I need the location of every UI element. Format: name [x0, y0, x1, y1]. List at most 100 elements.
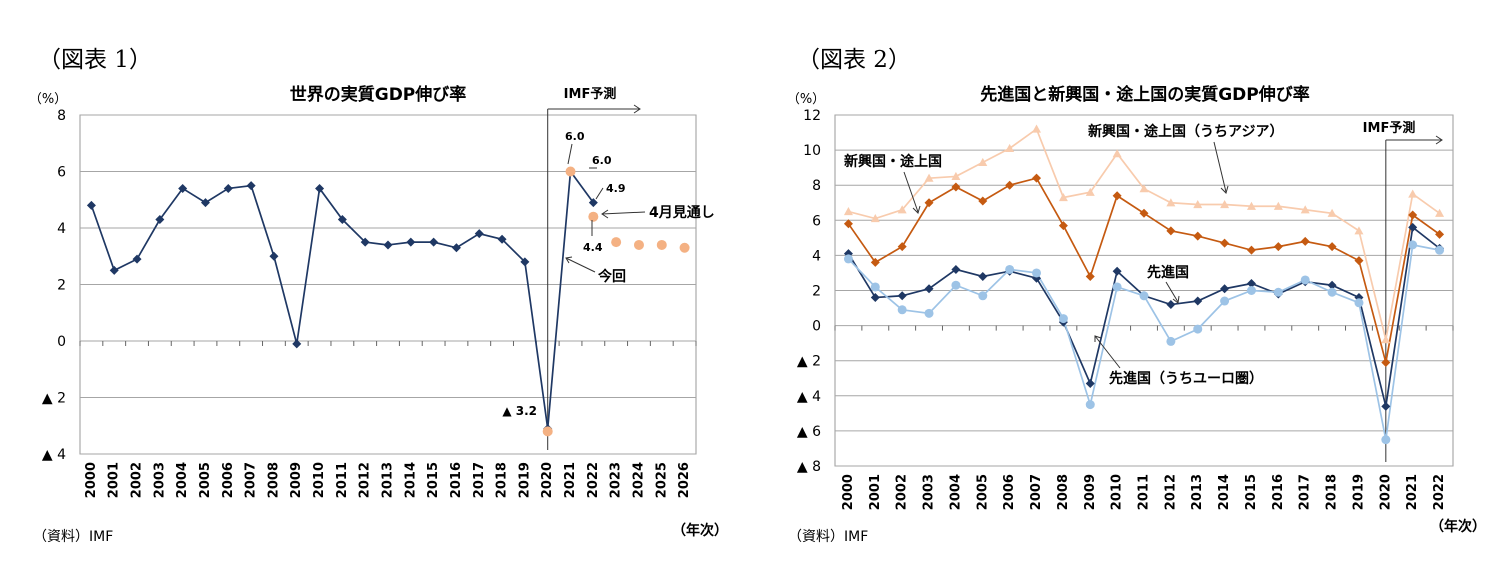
data-point-world	[292, 339, 302, 349]
x-tick-label: 2022	[586, 462, 601, 498]
data-point-emerging-asia	[1435, 208, 1445, 217]
data-point-advanced	[924, 284, 934, 294]
data-point-emerging-asia	[1112, 149, 1122, 158]
x-tick-label: 2024	[631, 462, 646, 498]
data-point-world	[520, 257, 530, 267]
leader-arrow	[1165, 281, 1179, 303]
leader-arrowhead	[912, 205, 921, 214]
data-point-advanced	[1193, 296, 1203, 306]
x-tick-label: 2014	[1217, 474, 1232, 510]
x-tick-label: 2012	[1163, 474, 1178, 510]
x-unit-label: （年次）	[672, 522, 728, 539]
x-tick-label: 2005	[198, 462, 213, 498]
data-point-emerging	[1300, 236, 1310, 246]
figure-2-label: （図表 2）	[797, 47, 911, 73]
data-point-emerging	[924, 198, 934, 208]
leader-arrow	[565, 257, 596, 273]
data-point-euro-area	[1408, 240, 1418, 250]
series-line-euro-area	[847, 243, 1440, 440]
annotation-april-outlook: 4月見通し	[649, 205, 715, 221]
leader-arrow	[1213, 141, 1227, 193]
data-point-euro-area	[1032, 268, 1042, 278]
leader-arrowhead	[601, 209, 609, 219]
data-point-emerging	[1246, 245, 1256, 255]
data-point-advanced	[1112, 266, 1122, 276]
data-point-april-outlook	[542, 426, 553, 437]
data-point-world	[269, 251, 279, 261]
data-point-euro-area	[1058, 314, 1068, 324]
data-point-euro-area	[870, 282, 880, 292]
data-point-euro-area	[1166, 336, 1176, 346]
x-tick-label: 2008	[1056, 474, 1071, 510]
x-tick-label: 2009	[289, 462, 304, 498]
data-point-advanced	[951, 264, 961, 274]
data-point-world	[86, 200, 96, 210]
data-point-emerging-asia	[897, 205, 907, 214]
x-tick-label: 2013	[1190, 474, 1205, 510]
x-tick-label: 2006	[1002, 474, 1017, 510]
figure-1-label: （図表 1）	[38, 47, 152, 73]
data-point-april-outlook	[656, 239, 667, 250]
data-point-emerging	[1327, 242, 1337, 252]
data-point-world	[155, 215, 165, 225]
data-point-world	[178, 183, 188, 193]
x-tick-label: 2001	[107, 462, 122, 498]
data-point-emerging-asia	[1408, 189, 1418, 198]
chart-title: 世界の実質GDP伸び率	[290, 84, 467, 105]
x-tick-label: 2019	[517, 462, 532, 498]
x-tick-label: 2025	[654, 462, 669, 498]
source-note: （資料）IMF	[33, 529, 113, 545]
data-point-euro-area	[1354, 298, 1364, 308]
y-unit-label: （%）	[787, 92, 825, 107]
data-point-euro-area	[897, 305, 907, 315]
data-point-euro-area	[1381, 435, 1391, 445]
data-point-world	[383, 240, 393, 250]
x-tick-label: 2019	[1351, 474, 1366, 510]
x-tick-label: 2013	[381, 462, 396, 498]
data-point-world	[132, 254, 142, 264]
data-point-advanced	[1408, 222, 1418, 232]
data-point-emerging-asia	[1354, 226, 1364, 235]
leader-arrowhead	[1220, 185, 1229, 194]
data-point-euro-area	[1220, 296, 1230, 306]
data-point-euro-area	[1112, 282, 1122, 292]
data-point-emerging-asia	[1085, 187, 1095, 196]
x-tick-label: 2018	[1325, 474, 1340, 510]
y-tick-label: 6	[812, 213, 821, 229]
data-point-world	[497, 234, 507, 244]
data-label: 6.0	[565, 130, 585, 143]
x-tick-label: 2001	[868, 474, 883, 510]
data-point-world	[588, 198, 598, 208]
forecast-label: IMF予測	[564, 86, 617, 102]
data-point-advanced	[897, 291, 907, 301]
annotation-current: 今回	[597, 268, 626, 285]
data-point-advanced	[1220, 284, 1230, 294]
data-point-emerging-asia	[1032, 124, 1042, 133]
y-tick-label: 8	[57, 108, 66, 124]
series-label-emerging-asia: 新興国・途上国（うちアジア）	[1088, 123, 1283, 140]
x-tick-label: 2000	[84, 462, 99, 498]
data-point-emerging-asia	[1381, 335, 1391, 344]
x-tick-label: 2002	[895, 474, 910, 510]
x-tick-label: 2018	[495, 462, 510, 498]
x-tick-label: 2017	[1298, 474, 1313, 510]
x-tick-label: 2016	[1271, 474, 1286, 510]
data-point-emerging-asia	[951, 171, 961, 181]
data-point-emerging	[1408, 210, 1418, 220]
x-tick-label: 2004	[948, 474, 963, 510]
data-point-euro-area	[1246, 286, 1256, 295]
data-point-emerging	[897, 242, 907, 252]
y-tick-label: ▲ 2	[797, 354, 821, 370]
y-tick-label: 4	[812, 248, 821, 264]
data-label: 4.4	[583, 241, 603, 254]
data-point-april-outlook	[679, 242, 690, 253]
data-point-emerging-asia	[1139, 184, 1149, 193]
x-tick-label: 2005	[975, 474, 990, 510]
data-point-emerging	[1112, 191, 1122, 201]
data-point-emerging-asia	[1300, 205, 1310, 214]
data-point-april-outlook	[565, 166, 576, 177]
data-point-emerging	[1085, 271, 1095, 281]
x-tick-label: 2009	[1083, 474, 1098, 510]
data-point-world	[223, 183, 233, 193]
